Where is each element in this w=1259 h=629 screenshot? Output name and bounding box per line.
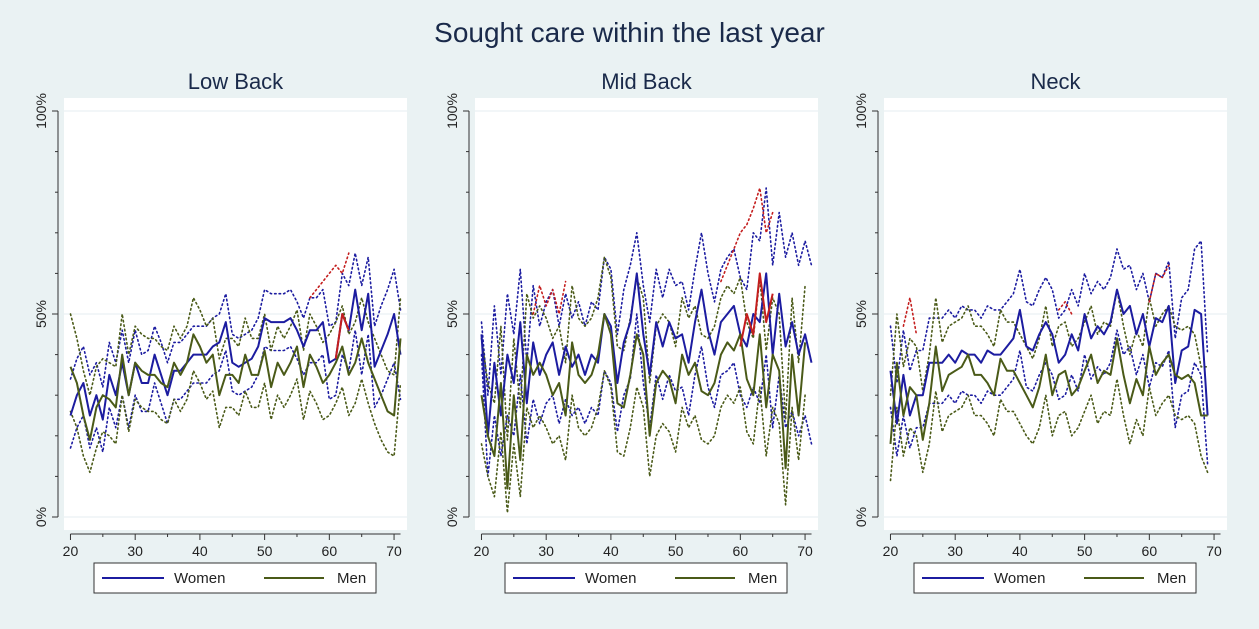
- x-tick-label: 40: [1012, 543, 1028, 559]
- y-tick-label: 50%: [33, 300, 49, 328]
- series-line-women: [480, 272, 813, 437]
- x-tick-label: 60: [733, 543, 749, 559]
- series-line-men: [889, 337, 1208, 444]
- x-tick-label: 50: [1077, 543, 1093, 559]
- panel-title: Mid Back: [601, 69, 692, 94]
- y-tick-label: 50%: [444, 300, 460, 328]
- highlight-segment: [334, 313, 350, 359]
- x-tick-label: 60: [1142, 543, 1158, 559]
- y-tick-label: 100%: [33, 93, 49, 129]
- x-tick-label: 40: [603, 543, 619, 559]
- legend-women-label: Women: [174, 570, 225, 587]
- series-line-men: [480, 313, 807, 490]
- series-line-men-lower-ci: [889, 378, 1209, 482]
- x-tick-label: 70: [1206, 543, 1222, 559]
- y-tick-label: 0%: [444, 507, 460, 527]
- y-tick-label: 100%: [444, 93, 460, 129]
- panel-neck: Neck 0% 50% 100% 20 30 40 50 60 70 Women Men: [853, 69, 1227, 594]
- panel-mid-back: Mid Back 0% 50% 100% 20 30 40 50 60 70 Women Men: [444, 69, 818, 594]
- x-tick-label: 20: [63, 543, 79, 559]
- legend-women-label: Women: [994, 570, 1045, 587]
- x-tick-label: 70: [386, 543, 402, 559]
- y-tick-label: 100%: [853, 93, 869, 129]
- chart-title: Sought care within the last year: [434, 17, 825, 48]
- highlight-segment: [1057, 300, 1073, 315]
- x-tick-label: 50: [668, 543, 684, 559]
- legend-men-label: Men: [337, 570, 366, 587]
- x-tick-label: 30: [947, 543, 963, 559]
- x-tick-label: 30: [538, 543, 554, 559]
- legend-women-label: Women: [585, 570, 636, 587]
- y-tick-label: 0%: [853, 507, 869, 527]
- x-tick-label: 20: [883, 543, 899, 559]
- legend-men-label: Men: [1157, 570, 1186, 587]
- series-line-men-upper-ci: [480, 256, 806, 441]
- series-line-women: [889, 288, 1209, 425]
- series-line-women-upper-ci: [480, 187, 813, 397]
- x-tick-label: 70: [797, 543, 813, 559]
- y-tick-label: 0%: [33, 507, 49, 527]
- y-tick-label: 50%: [853, 300, 869, 328]
- panel-title: Low Back: [188, 69, 284, 94]
- series-line-men-lower-ci: [480, 369, 806, 514]
- highlight-segment: [902, 296, 918, 336]
- x-tick-label: 40: [192, 543, 208, 559]
- legend-men-label: Men: [748, 570, 777, 587]
- highlight-segment: [739, 272, 774, 347]
- x-tick-label: 60: [322, 543, 338, 559]
- panel-title: Neck: [1030, 69, 1081, 94]
- x-tick-label: 20: [474, 543, 490, 559]
- panel-low-back: Low Back 0% 50% 100% 20 30 40 50 60 70 Women Men: [33, 69, 407, 594]
- highlight-segment: [309, 252, 350, 299]
- highlight-segment: [1148, 264, 1170, 303]
- highlight-segment: [720, 187, 774, 283]
- x-tick-label: 30: [127, 543, 143, 559]
- x-tick-label: 50: [257, 543, 273, 559]
- highlight-segment: [532, 280, 567, 315]
- series-line-men: [69, 333, 402, 441]
- series-line-men-upper-ci: [69, 296, 402, 397]
